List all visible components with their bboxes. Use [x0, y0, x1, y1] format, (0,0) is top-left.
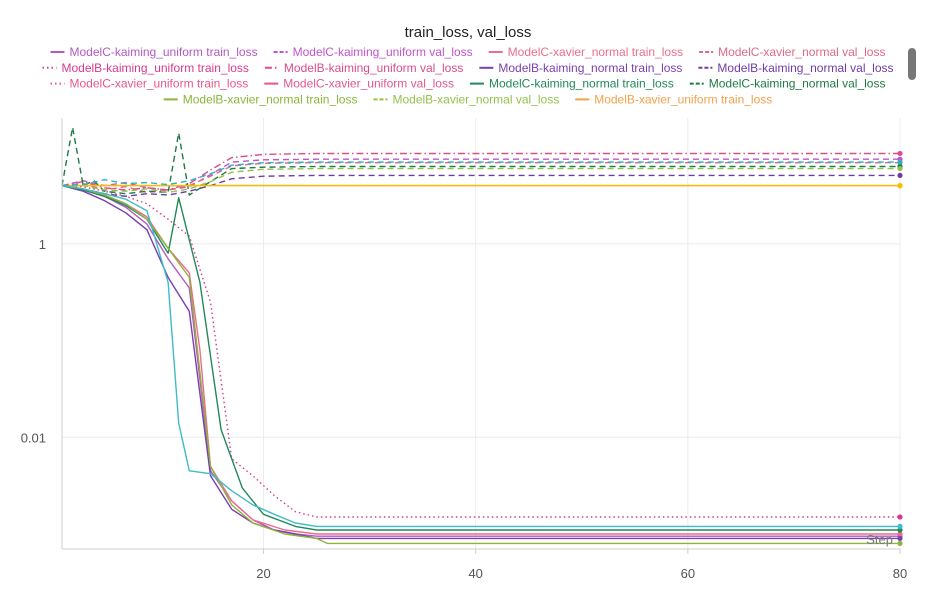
legend-item[interactable]: ModelB-kaiming_normal val_loss [698, 61, 894, 75]
series-end-point [897, 159, 903, 165]
series-end-point [897, 531, 903, 537]
legend-item[interactable]: ModelC-kaiming_uniform val_loss [273, 45, 473, 59]
series-end-point [897, 523, 903, 529]
series-end-point [897, 514, 903, 520]
legend-label: ModelB-kaiming_uniform train_loss [62, 61, 249, 75]
series-end-point [897, 165, 903, 172]
legend-label: ModelC-xavier_uniform train_loss [70, 77, 249, 91]
series-end-point [897, 540, 903, 546]
chart-title: train_loss, val_loss [405, 24, 532, 41]
series-line [61, 152, 900, 191]
series-line [61, 184, 900, 540]
series-line [61, 184, 900, 528]
legend-label: ModelB-xavier_normal train_loss [183, 92, 358, 106]
legend-item[interactable]: ModelB-xavier_uniform train_loss [575, 92, 772, 106]
series-line [61, 184, 900, 535]
legend-item[interactable]: ModelC-kaiming_normal val_loss [689, 77, 886, 91]
series-line [61, 184, 900, 545]
series-line [61, 161, 900, 187]
series-line [61, 126, 900, 196]
axes: 1 0.01 20 40 60 80 [21, 118, 907, 581]
x-axis-label: Step [866, 532, 893, 547]
legend-item[interactable]: ModelB-kaiming_uniform val_loss [264, 61, 463, 75]
legend-label: ModelB-kaiming_uniform val_loss [284, 61, 463, 75]
plot-area [61, 126, 903, 546]
legend-scrollbar[interactable] [908, 48, 916, 80]
series-line [61, 174, 900, 197]
legend-item[interactable]: ModelC-xavier_uniform val_loss [264, 77, 454, 91]
legend-label: ModelC-kaiming_uniform val_loss [293, 45, 473, 59]
legend-label: ModelB-kaiming_normal train_loss [498, 61, 682, 75]
x-tick-label: 60 [681, 566, 695, 581]
legend-item[interactable]: ModelB-kaiming_normal train_loss [479, 61, 682, 75]
series-end-point [897, 172, 903, 179]
legend-label: ModelC-xavier_normal train_loss [508, 45, 683, 59]
series-end-point [897, 150, 903, 157]
legend-label: ModelB-xavier_normal val_loss [392, 92, 559, 106]
legend[interactable]: ModelC-kaiming_uniform train_loss ModelC-… [42, 45, 894, 106]
legend-label: ModelC-kaiming_normal val_loss [709, 77, 886, 91]
series-end-point [897, 183, 903, 189]
legend-label: ModelB-xavier_uniform train_loss [594, 92, 772, 106]
legend-item[interactable]: ModelB-xavier_normal val_loss [373, 92, 559, 106]
legend-item[interactable]: ModelB-xavier_normal train_loss [163, 92, 358, 106]
legend-label: ModelC-xavier_normal val_loss [718, 45, 885, 59]
x-tick-label: 20 [256, 566, 270, 581]
legend-item[interactable]: ModelB-kaiming_uniform train_loss [42, 61, 249, 75]
legend-item[interactable]: ModelC-xavier_normal train_loss [488, 45, 683, 59]
x-tick-label: 40 [468, 566, 482, 581]
x-tick-label: 80 [893, 566, 907, 581]
y-tick-label: 0.01 [21, 430, 46, 445]
series-line [61, 184, 900, 518]
legend-item[interactable]: ModelC-kaiming_normal train_loss [469, 77, 674, 91]
series-line [61, 184, 900, 531]
series-end-point [897, 535, 903, 542]
grid [62, 118, 901, 549]
legend-label: ModelC-xavier_uniform val_loss [283, 77, 454, 91]
series-line [62, 167, 900, 194]
series-end-point [897, 527, 903, 533]
series-line [61, 184, 900, 537]
legend-item[interactable]: ModelC-kaiming_uniform train_loss [50, 45, 258, 59]
legend-item[interactable]: ModelC-xavier_uniform train_loss [50, 77, 249, 91]
legend-label: ModelB-kaiming_normal val_loss [717, 61, 893, 75]
legend-label: ModelC-kaiming_uniform train_loss [70, 45, 258, 59]
y-tick-label: 1 [39, 237, 46, 252]
legend-label: ModelC-kaiming_normal train_loss [489, 77, 674, 91]
legend-item[interactable]: ModelC-xavier_normal val_loss [699, 45, 885, 59]
